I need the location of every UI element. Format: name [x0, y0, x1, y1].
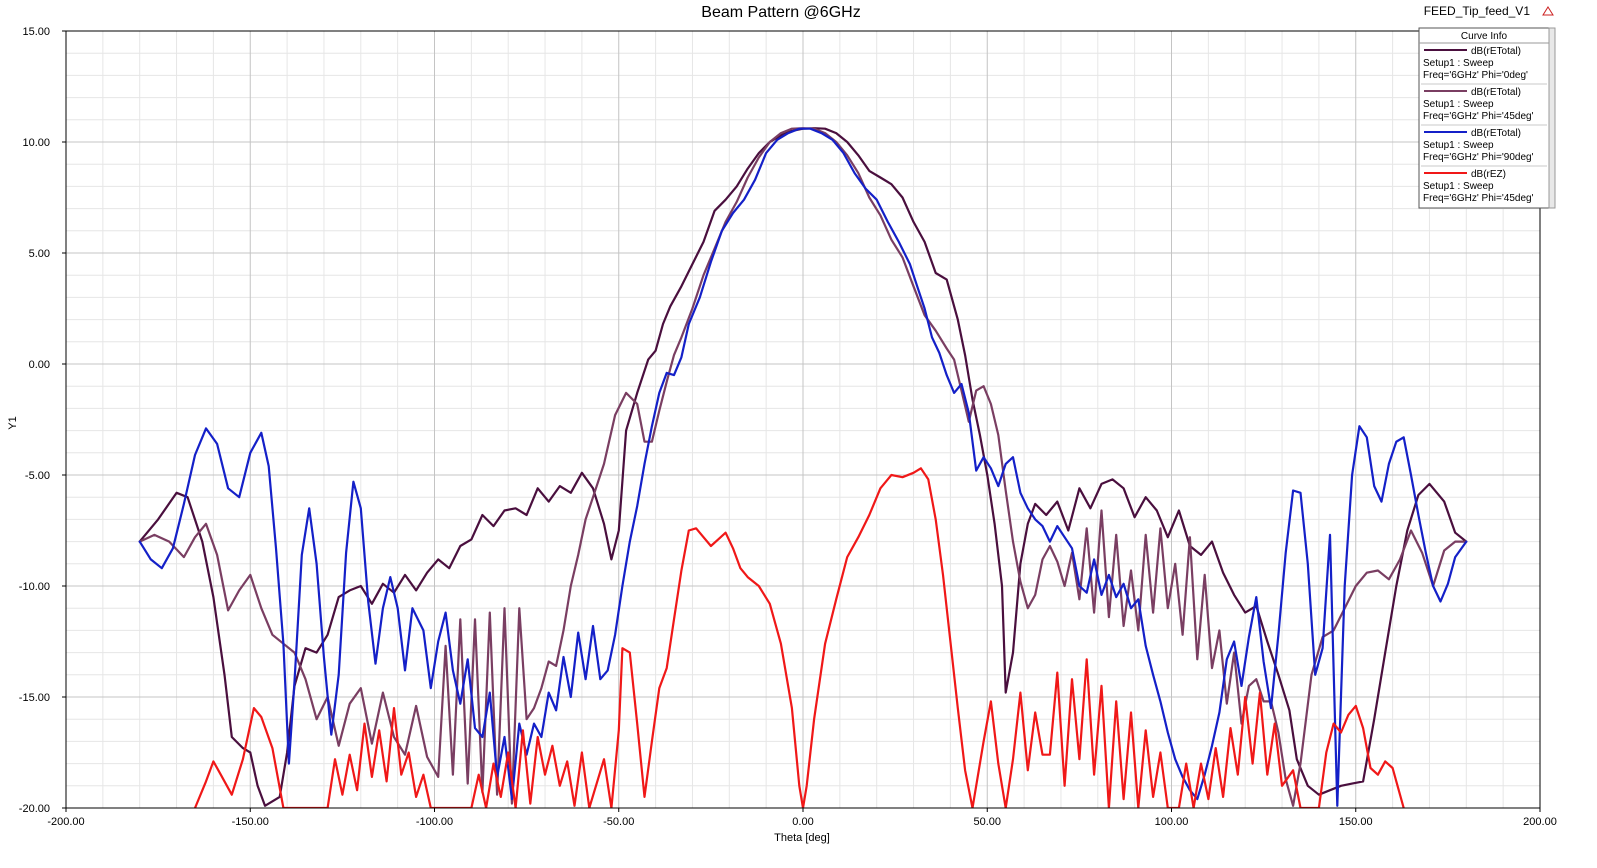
legend-entry-params: Freq='6GHz' Phi='45deg': [1423, 193, 1534, 204]
legend-entry-params: Freq='6GHz' Phi='90deg': [1423, 152, 1534, 163]
x-tick-label: -100.00: [416, 816, 453, 828]
y-tick-label: 0.00: [29, 359, 50, 371]
legend-entry-name: dB(rETotal): [1471, 128, 1521, 139]
y-tick-label: 10.00: [22, 137, 50, 149]
legend-title: Curve Info: [1461, 31, 1508, 42]
x-tick-label: 150.00: [1339, 816, 1373, 828]
legend-entry-setup: Setup1 : Sweep: [1423, 140, 1494, 151]
x-tick-label: 50.00: [973, 816, 1001, 828]
series-ez-phi-45[interactable]: [193, 467, 1405, 808]
legend-entry-name: dB(rETotal): [1471, 46, 1521, 57]
series-etotal-phi-45[interactable]: [138, 127, 1468, 807]
y-axis-label: Y1: [7, 416, 19, 429]
x-tick-label: -150.00: [232, 816, 269, 828]
x-tick-label: 0.00: [792, 816, 813, 828]
x-tick-label: -50.00: [603, 816, 634, 828]
design-name: FEED_Tip_feed_V1: [1424, 4, 1531, 18]
legend-entry-setup: Setup1 : Sweep: [1423, 99, 1494, 110]
legend-entry-name: dB(rEZ): [1471, 169, 1506, 180]
x-tick-label: 100.00: [1155, 816, 1189, 828]
y-tick-label: -10.00: [19, 581, 50, 593]
x-axis-label: Theta [deg]: [774, 832, 830, 844]
legend-entry-params: Freq='6GHz' Phi='0deg': [1423, 70, 1528, 81]
legend-entry-setup: Setup1 : Sweep: [1423, 181, 1494, 192]
legend-entry-params: Freq='6GHz' Phi='45deg': [1423, 111, 1534, 122]
y-tick-label: -5.00: [25, 470, 50, 482]
series-etotal-phi-90[interactable]: [138, 127, 1468, 807]
legend-scrollbar[interactable]: [1548, 27, 1556, 209]
series-layer: [138, 127, 1468, 808]
y-tick-label: 15.00: [22, 26, 50, 38]
x-axis-ticks: -200.00 -150.00 -100.00 -50.00 0.00 50.00 100.…: [47, 808, 1557, 828]
x-tick-label: 200.00: [1523, 816, 1557, 828]
chart-title: Beam Pattern @6GHz: [701, 4, 860, 21]
y-axis-ticks: 15.00 10.00 5.00 0.00 -5.00 -10.00 -15.00 -20.0…: [19, 26, 66, 815]
legend-frame: [1418, 27, 1550, 209]
x-tick-label: -200.00: [47, 816, 84, 828]
y-tick-label: 5.00: [29, 248, 50, 260]
close-marker-icon[interactable]: [1542, 6, 1554, 16]
y-tick-label: -15.00: [19, 692, 50, 704]
legend-entry-setup: Setup1 : Sweep: [1423, 58, 1494, 69]
y-tick-label: -20.00: [19, 803, 50, 815]
legend-entry-name: dB(rETotal): [1471, 87, 1521, 98]
